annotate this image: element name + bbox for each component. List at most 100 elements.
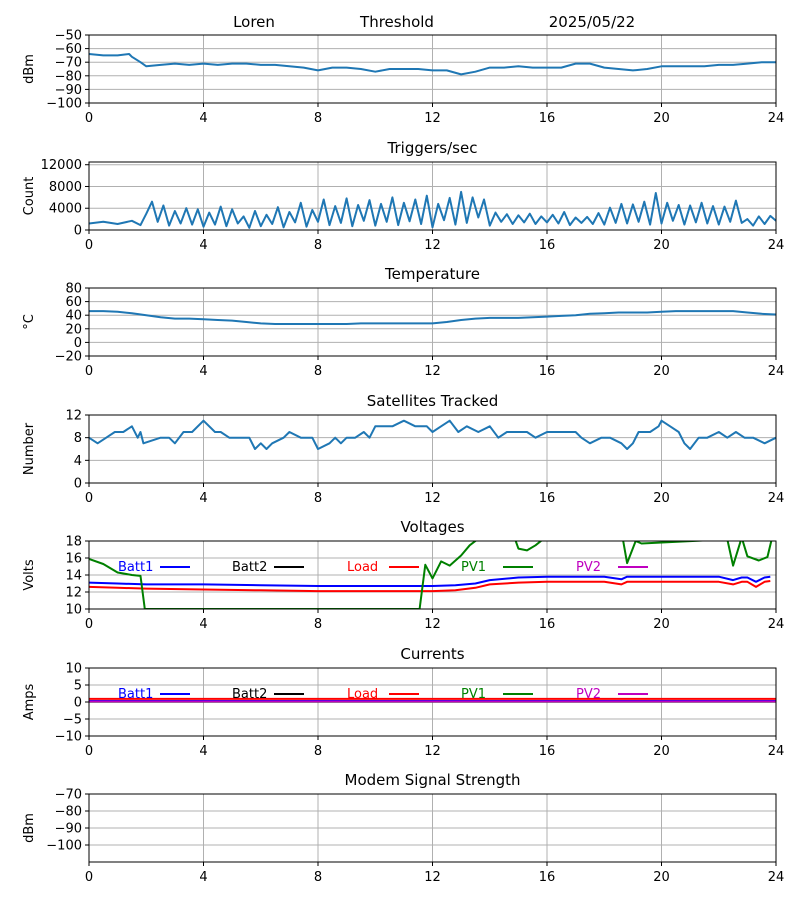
x-tick-label: 0 xyxy=(85,491,93,506)
series-line-main xyxy=(89,310,776,325)
x-tick-label: 12 xyxy=(424,744,441,759)
x-tick-label: 4 xyxy=(199,364,207,379)
header-date: 2025/05/22 xyxy=(549,13,635,31)
y-axis-label: Amps xyxy=(22,683,37,720)
y-tick-label: 60 xyxy=(65,295,82,310)
x-tick-label: 24 xyxy=(768,744,785,759)
x-tick-label: 20 xyxy=(653,870,670,885)
x-tick-label: 12 xyxy=(424,238,441,253)
x-tick-label: 20 xyxy=(653,111,670,126)
y-tick-label: 0 xyxy=(74,224,82,239)
legend-label-pv1: PV1 xyxy=(461,687,486,702)
legend-label-batt2: Batt2 xyxy=(232,687,267,702)
panel-title: Triggers/sec xyxy=(387,139,478,157)
y-tick-label: −20 xyxy=(55,350,82,365)
y-tick-label: 0 xyxy=(74,477,82,492)
panel-5: 0 4 8 12 16 20 24 10 5 0 −5 −10 Currents Amps Batt1 Bat… xyxy=(22,645,784,759)
y-tick-label: −50 xyxy=(55,29,82,44)
panel-title: Satellites Tracked xyxy=(367,392,498,410)
x-tick-label: 16 xyxy=(539,744,556,759)
x-tick-label: 0 xyxy=(85,111,93,126)
x-tick-label: 0 xyxy=(85,238,93,253)
series-line-main xyxy=(89,419,776,450)
y-tick-label: 12000 xyxy=(41,158,82,173)
y-tick-label: 0 xyxy=(74,336,82,351)
panel-0: 0 4 8 12 16 20 24 −50−60−70−80−90−100 dBm xyxy=(22,29,784,127)
y-tick-label: 14 xyxy=(65,569,82,584)
y-tick-label: −100 xyxy=(46,97,82,112)
x-tick-label: 20 xyxy=(653,238,670,253)
y-tick-label: 8000 xyxy=(49,180,82,195)
series-line-batt1 xyxy=(89,575,771,587)
y-tick-label: 12 xyxy=(65,409,82,424)
y-tick-label: −70 xyxy=(55,788,82,803)
x-tick-label: 4 xyxy=(199,617,207,632)
y-axis-label: Number xyxy=(22,422,37,475)
y-tick-label: −10 xyxy=(55,730,82,745)
legend-label-pv2: PV2 xyxy=(576,687,601,702)
y-tick-label: −60 xyxy=(55,42,82,57)
series-line-load xyxy=(89,580,771,593)
x-tick-label: 12 xyxy=(424,364,441,379)
x-tick-label: 4 xyxy=(199,238,207,253)
x-tick-label: 4 xyxy=(199,870,207,885)
x-tick-label: 24 xyxy=(768,617,785,632)
y-tick-label: 80 xyxy=(65,282,82,297)
y-tick-label: 12 xyxy=(65,586,82,601)
x-tick-label: 16 xyxy=(539,111,556,126)
x-tick-label: 4 xyxy=(199,111,207,126)
x-tick-label: 0 xyxy=(85,870,93,885)
y-tick-label: −90 xyxy=(55,822,82,837)
panel-6: 0 4 8 12 16 20 24 −70 −80 −90 −100 Modem Signal Str… xyxy=(22,771,784,885)
panel-title: Currents xyxy=(400,645,464,663)
y-tick-label: 0 xyxy=(74,696,82,711)
legend-label-pv2: PV2 xyxy=(576,560,601,575)
y-tick-label: 18 xyxy=(65,535,82,550)
x-tick-label: 8 xyxy=(314,617,322,632)
y-tick-label: 40 xyxy=(65,309,82,324)
x-tick-label: 24 xyxy=(768,870,785,885)
legend-label-batt2: Batt2 xyxy=(232,560,267,575)
y-tick-label: −80 xyxy=(55,805,82,820)
x-tick-label: 20 xyxy=(653,744,670,759)
legend-label-batt1: Batt1 xyxy=(118,560,153,575)
series-line-main xyxy=(89,190,776,229)
panel-title: Modem Signal Strength xyxy=(345,771,521,789)
y-tick-label: −100 xyxy=(46,839,82,854)
x-tick-label: 24 xyxy=(768,491,785,506)
y-tick-label: −70 xyxy=(55,56,82,71)
x-tick-label: 4 xyxy=(199,491,207,506)
x-tick-label: 0 xyxy=(85,364,93,379)
x-tick-label: 24 xyxy=(768,364,785,379)
y-axis-label: dBm xyxy=(22,813,37,843)
panel-title: Temperature xyxy=(384,265,480,283)
x-tick-label: 12 xyxy=(424,870,441,885)
x-tick-label: 16 xyxy=(539,364,556,379)
x-tick-label: 0 xyxy=(85,744,93,759)
y-tick-label: 20 xyxy=(65,322,82,337)
x-tick-label: 8 xyxy=(314,364,322,379)
x-tick-label: 12 xyxy=(424,111,441,126)
y-axis-label: dBm xyxy=(22,54,37,84)
x-tick-label: 24 xyxy=(768,238,785,253)
x-tick-label: 20 xyxy=(653,491,670,506)
y-tick-label: 4000 xyxy=(49,202,82,217)
panel-3: 0 4 8 12 16 20 24 12 8 4 0 Satellites Tracked Number xyxy=(22,392,784,506)
y-tick-label: 5 xyxy=(74,679,82,694)
panel-4: 0 4 8 12 16 20 24 18 16 14 12 10 Voltages Volts Batt1 B… xyxy=(22,518,784,632)
x-tick-label: 8 xyxy=(314,491,322,506)
x-tick-label: 8 xyxy=(314,744,322,759)
x-tick-label: 12 xyxy=(424,617,441,632)
y-tick-label: −5 xyxy=(63,713,82,728)
y-tick-label: 10 xyxy=(65,662,82,677)
x-tick-label: 16 xyxy=(539,491,556,506)
panel-1: 0 4 8 12 16 20 24 0 4000 8000 12000 Triggers/sec Cou… xyxy=(22,139,784,253)
legend-label-pv1: PV1 xyxy=(461,560,486,575)
y-axis-label: °C xyxy=(22,314,37,330)
x-tick-label: 8 xyxy=(314,238,322,253)
x-tick-label: 12 xyxy=(424,491,441,506)
y-axis-label: Volts xyxy=(22,559,37,591)
legend-label-load: Load xyxy=(347,560,378,575)
